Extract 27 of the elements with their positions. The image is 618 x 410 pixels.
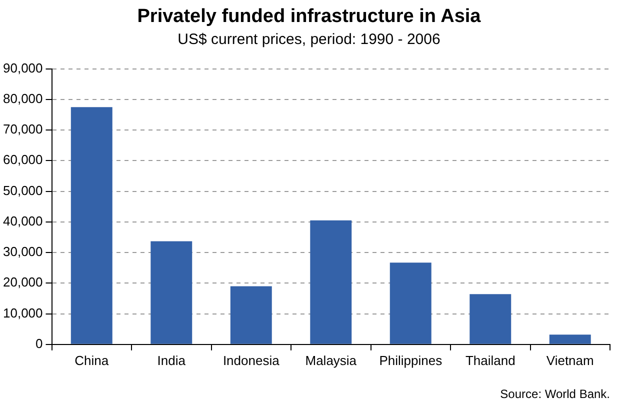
x-tick-label: Thailand (465, 352, 516, 368)
x-tick-label: Vietnam (546, 352, 594, 368)
y-tick-label: 90,000 (2, 60, 43, 76)
y-tick-label: 0 (36, 336, 43, 351)
chart-title: Privately funded infrastructure in Asia (136, 6, 482, 28)
bar (470, 294, 512, 344)
y-tick-label: 10,000 (2, 305, 43, 320)
y-tick-label: 60,000 (2, 152, 43, 168)
y-tick-label: 80,000 (2, 91, 43, 106)
bar (70, 107, 112, 344)
y-tick-label: 70,000 (2, 122, 43, 137)
bar (230, 286, 272, 344)
x-tick-label: India (157, 352, 186, 368)
y-tick-label: 30,000 (2, 244, 43, 260)
x-tick-label: China (74, 352, 110, 368)
x-tick-label: Indonesia (222, 352, 280, 368)
y-tick-label: 50,000 (2, 182, 43, 198)
bar (310, 220, 352, 344)
bar (150, 241, 192, 344)
x-tick-label: Philippines (379, 352, 443, 368)
source-note: Source: World Bank. (500, 387, 610, 401)
y-tick-label: 20,000 (2, 274, 43, 290)
x-tick-label: Malaysia (305, 352, 358, 368)
bar (549, 334, 591, 344)
bar (390, 262, 432, 344)
y-tick-label: 40,000 (2, 213, 43, 228)
chart-subtitle: US$ current prices, period: 1990 - 2006 (176, 31, 442, 48)
